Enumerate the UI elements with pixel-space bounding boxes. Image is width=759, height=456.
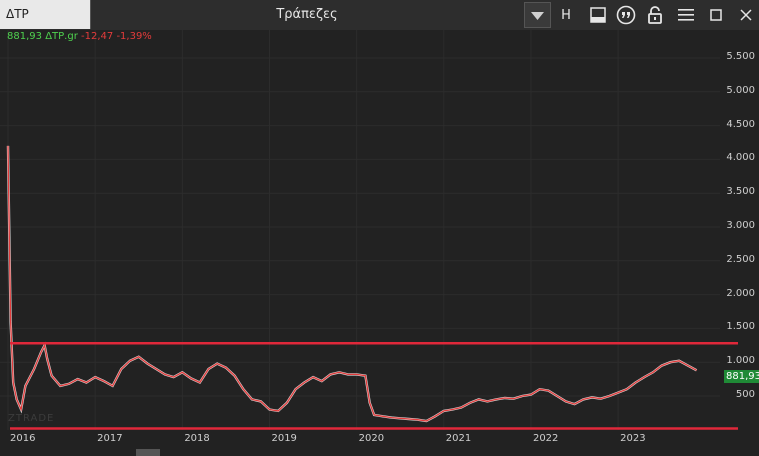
x-tick-label: 2017	[97, 433, 123, 444]
panel-button[interactable]	[586, 3, 610, 27]
h-label: H	[561, 7, 571, 23]
y-tick-label: 3.000	[726, 220, 755, 231]
window-title: Τράπεζες	[276, 7, 338, 22]
y-tick-label: 1.500	[726, 321, 755, 333]
x-tick-label: 2022	[532, 433, 559, 444]
watermark: ZTRADE	[8, 413, 55, 424]
quote-icon	[616, 5, 636, 25]
maximize-icon	[710, 9, 722, 21]
menu-button[interactable]	[674, 3, 698, 27]
h-button[interactable]: H	[554, 3, 578, 27]
x-tick-label: 2023	[620, 433, 646, 444]
x-tick-label: 2020	[358, 433, 385, 444]
symbol-name: ΔΤΡ.gr	[45, 31, 78, 42]
last-price: 881,93	[7, 31, 42, 42]
lock-button[interactable]	[643, 3, 667, 27]
y-tick-label: 2.000	[726, 287, 755, 299]
x-tick-label: 2016	[10, 433, 36, 444]
symbol-input[interactable]: ΔΤΡ	[0, 0, 91, 29]
x-tick-label: 2019	[271, 433, 297, 444]
scrollbar-thumb[interactable]	[136, 449, 160, 456]
price-series-line	[7, 145, 697, 422]
panel-icon	[590, 7, 606, 23]
maximize-button[interactable]	[704, 3, 728, 27]
x-tick-label: 2018	[184, 433, 210, 444]
quote-summary: 881,93 ΔΤΡ.gr -12,47 -1,39%	[7, 31, 152, 42]
hamburger-icon	[678, 9, 694, 21]
y-tick-label: 3.500	[726, 186, 755, 198]
price-change-pct: -1,39%	[116, 31, 152, 42]
y-tick-label: 5.500	[726, 51, 755, 62]
price-change: -12,47	[81, 31, 114, 42]
title-bar: ΔΤΡ Τράπεζες H	[0, 0, 759, 30]
chevron-down-icon	[531, 12, 544, 20]
price-chart-svg	[0, 30, 738, 430]
y-tick-label: 4.000	[726, 152, 755, 164]
unlock-icon	[648, 6, 662, 24]
y-tick-label: 5.000	[726, 84, 755, 96]
y-tick-label: 2.500	[726, 253, 755, 265]
y-tick-label: 500	[735, 389, 755, 400]
close-button[interactable]	[734, 3, 758, 27]
quote-button[interactable]	[614, 3, 638, 27]
price-series-shadow	[6, 145, 698, 423]
x-tick-label: 2021	[445, 433, 472, 444]
y-tick-label: 4.500	[726, 118, 755, 130]
y-tick-label: 1.000	[726, 355, 755, 367]
watchlist-dropdown[interactable]	[524, 2, 551, 28]
close-icon	[740, 9, 752, 21]
last-price-badge: 881,93	[724, 370, 759, 383]
